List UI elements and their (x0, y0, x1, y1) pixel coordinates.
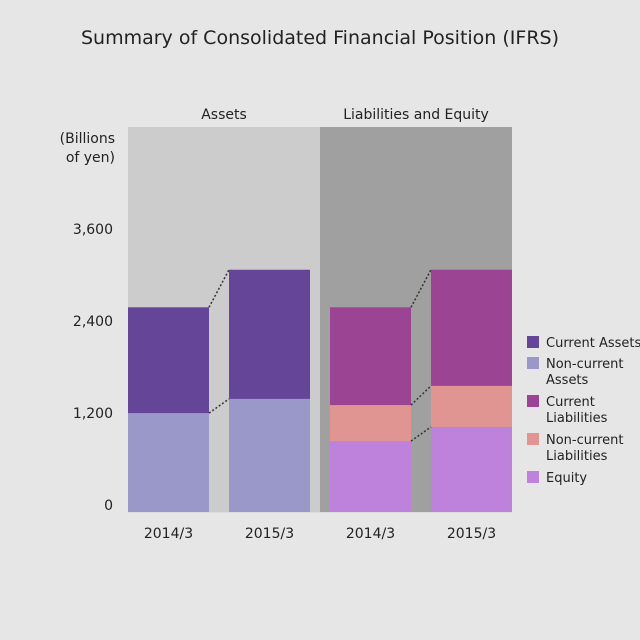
bar-segment (431, 426, 512, 512)
legend-label: Current Assets (546, 336, 640, 351)
legend-swatch (527, 357, 539, 369)
group-label: Assets (201, 107, 247, 123)
legend-swatch (527, 336, 539, 348)
bar-segment (330, 441, 411, 512)
x-tick-label: 2015/3 (245, 526, 294, 542)
legend-label: Equity (546, 471, 587, 486)
legend-label: Non-current (546, 357, 624, 372)
bar-segment (330, 307, 411, 406)
bar-segment (128, 307, 209, 414)
legend-swatch (527, 433, 539, 445)
connector-line (410, 426, 432, 442)
legend-swatch (527, 395, 539, 407)
chart-title: Summary of Consolidated Financial Positi… (81, 27, 559, 49)
connector-line (410, 385, 432, 406)
y-tick-label: 1,200 (73, 406, 113, 422)
legend-label: Assets (546, 373, 589, 388)
connector-line (208, 398, 230, 414)
group-label: Liabilities and Equity (343, 107, 489, 123)
bar-segment (229, 269, 310, 399)
legend-label: Liabilities (546, 411, 608, 426)
x-tick-label: 2014/3 (346, 526, 395, 542)
legend-label: Liabilities (546, 449, 608, 464)
x-tick-label: 2014/3 (144, 526, 193, 542)
legend-label: Current (546, 395, 595, 410)
bar-segment (330, 405, 411, 442)
bar-segment (128, 413, 209, 512)
y-tick-label: 3,600 (73, 222, 113, 238)
connector-line (208, 269, 230, 308)
legend-label: Non-current (546, 433, 624, 448)
y-axis-label-line-1: (Billions (60, 131, 115, 147)
bar-segment (431, 269, 512, 386)
y-axis-label-line-2: of yen) (66, 150, 115, 166)
bar-segment (229, 398, 310, 512)
x-tick-label: 2015/3 (447, 526, 496, 542)
bar-segment (431, 385, 512, 427)
y-tick-label: 2,400 (73, 314, 113, 330)
y-tick-label: 0 (104, 498, 113, 514)
connector-line (410, 269, 432, 308)
legend-swatch (527, 471, 539, 483)
